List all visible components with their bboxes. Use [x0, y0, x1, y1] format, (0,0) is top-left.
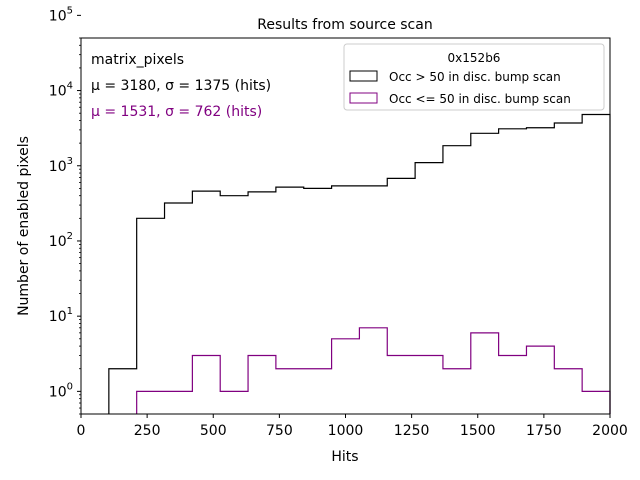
histogram-bin [165, 391, 193, 414]
histogram-bin [471, 333, 499, 414]
histogram-bin [415, 355, 443, 414]
x-tick-label: 1750 [526, 423, 562, 439]
y-tick-label: 103 [49, 156, 73, 175]
histogram-bin [582, 391, 610, 414]
histogram-bin [554, 369, 582, 414]
histogram-bin [332, 339, 360, 414]
x-tick-label: 2000 [592, 423, 628, 439]
y-tick-label: 105 [49, 5, 73, 24]
histogram-bin [526, 346, 554, 414]
y-tick-label: 101 [49, 306, 73, 325]
x-tick-label: 750 [266, 423, 293, 439]
histogram-bin [220, 391, 248, 414]
histogram-bin [359, 328, 387, 414]
legend-label-occ-le-50: Occ <= 50 in disc. bump scan [389, 92, 571, 106]
histogram-bin [443, 369, 471, 414]
histogram-bin [248, 355, 276, 414]
histogram-bin [276, 369, 304, 414]
y-tick-label: 100 [49, 381, 73, 400]
y-tick-label: 104 [49, 81, 73, 100]
legend-box [343, 43, 605, 111]
histogram-bin [192, 355, 220, 414]
x-tick-label: 250 [134, 423, 161, 439]
histogram-bin [137, 391, 165, 414]
histogram-bin [499, 355, 527, 414]
histogram-bin [304, 369, 332, 414]
x-axis-label: Hits [331, 449, 358, 465]
x-tick-label: 500 [200, 423, 227, 439]
y-tick-label: 102 [49, 231, 73, 250]
annotation-stats-2: μ = 1531, σ = 762 (hits) [91, 104, 262, 120]
legend: 0x152b6 Occ > 50 in disc. bump scan Occ … [343, 43, 605, 111]
histogram-bin [165, 203, 193, 414]
legend-swatch-occ-gt-50 [349, 70, 378, 82]
legend-swatch-occ-le-50 [349, 92, 378, 104]
x-tick-label: 1250 [394, 423, 430, 439]
annotation-name: matrix_pixels [91, 52, 184, 68]
legend-title: 0x152b6 [448, 51, 501, 65]
histogram-series-occ-gt-50 [108, 113, 611, 414]
x-axis: 0 250 500 750 1000 1250 1500 1750 2000 [77, 414, 628, 439]
histogram-bin [109, 369, 137, 414]
histogram-bin [220, 196, 248, 414]
x-tick-label: 1500 [460, 423, 496, 439]
legend-label-occ-gt-50: Occ > 50 in disc. bump scan [389, 70, 561, 84]
chart-title: Results from source scan [257, 17, 432, 33]
histogram-series-occ-le-50 [136, 327, 611, 414]
annotation-stats-1: μ = 3180, σ = 1375 (hits) [91, 78, 271, 94]
y-axis: 100 101 102 103 104 105 [49, 5, 81, 415]
series-layer [108, 113, 611, 414]
y-axis-label: Number of enabled pixels [16, 136, 32, 316]
x-tick-label: 1000 [328, 423, 364, 439]
histogram-bin [582, 115, 610, 414]
histogram-bin [387, 355, 415, 414]
histogram-bin [137, 218, 165, 414]
x-tick-label: 0 [77, 423, 86, 439]
